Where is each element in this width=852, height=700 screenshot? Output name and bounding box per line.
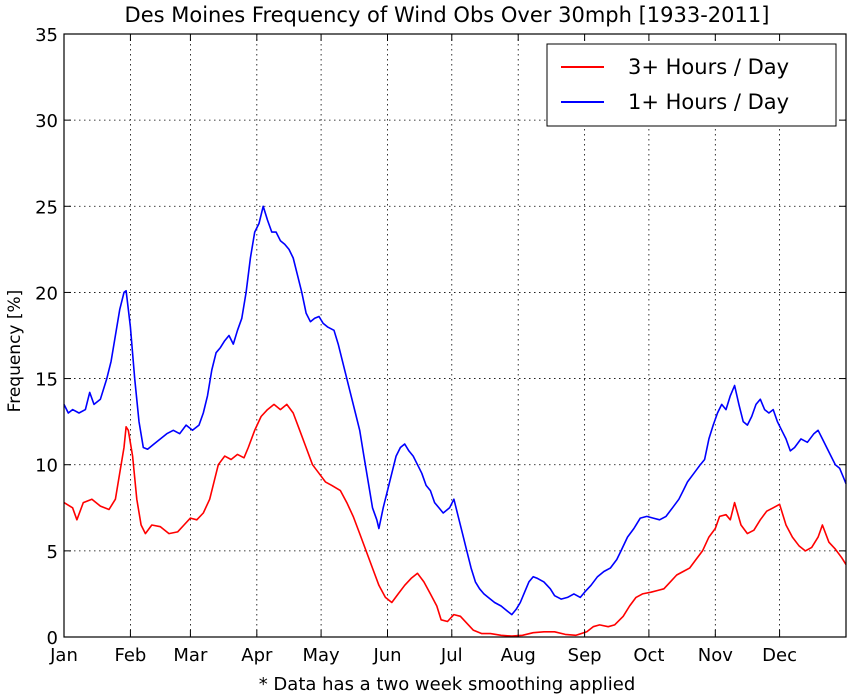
x-tick-label: Jul <box>440 645 463 666</box>
y-tick-label: 0 <box>47 628 58 649</box>
legend-box <box>546 43 837 127</box>
x-tick-label: Mar <box>173 645 208 666</box>
y-tick-label: 5 <box>47 542 58 563</box>
legend-entry-1: 3+ Hours / Day <box>628 55 789 79</box>
y-tick-label: 35 <box>35 25 58 46</box>
x-ticks: Jan Feb Mar Apr May Jun Jul Aug Sep Oct Nov Dec <box>49 34 797 666</box>
series-line-1 <box>63 403 847 637</box>
series-layer <box>63 205 847 637</box>
y-tick-label: 30 <box>35 111 58 132</box>
grid <box>64 34 846 637</box>
x-tick-label: Nov <box>698 645 733 666</box>
y-axis-label: Frequency [%] <box>5 290 25 413</box>
y-tick-label: 10 <box>35 456 58 477</box>
y-tick-label: 25 <box>35 197 58 218</box>
y-ticks: 0 5 10 15 20 25 30 35 <box>35 25 846 649</box>
x-tick-label: Jun <box>372 645 401 666</box>
x-tick-label: Aug <box>501 645 536 666</box>
x-tick-label: May <box>302 645 340 666</box>
legend-entry-2: 1+ Hours / Day <box>628 90 789 114</box>
x-tick-label: Apr <box>241 645 273 666</box>
series-line-2 <box>63 205 847 616</box>
y-tick-label: 15 <box>35 370 58 391</box>
x-tick-label: Sep <box>568 645 602 666</box>
x-tick-label: Feb <box>114 645 146 666</box>
plot-frame <box>63 33 847 638</box>
y-tick-label: 20 <box>35 283 58 304</box>
legend: 3+ Hours / Day 1+ Hours / Day <box>546 43 837 127</box>
x-tick-label: Oct <box>633 645 664 666</box>
x-tick-label: Jan <box>49 645 78 666</box>
chart-title: Des Moines Frequency of Wind Obs Over 30… <box>125 3 770 27</box>
x-tick-label: Dec <box>762 645 797 666</box>
x-axis-label: * Data has a two week smoothing applied <box>259 674 636 695</box>
